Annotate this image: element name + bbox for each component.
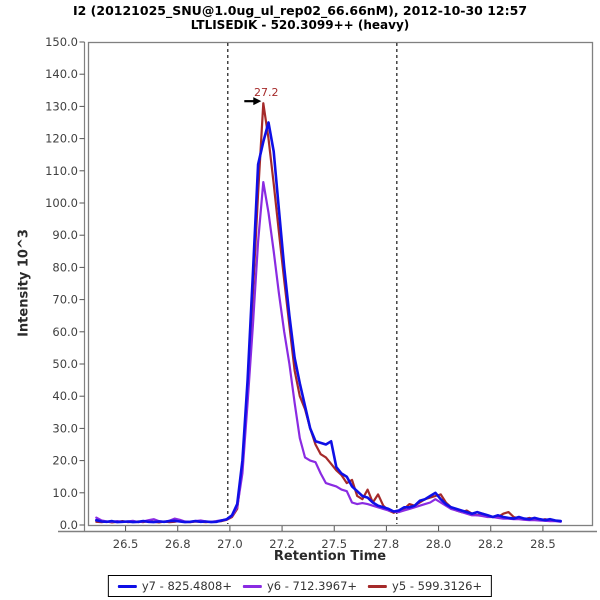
legend-box: y7 - 825.4808+ y6 - 712.3967+ y5 - 599.312… [107, 575, 493, 597]
chart-header: I2 (20121025_SNU@1.0ug_ul_rep02_66.66nM)… [0, 3, 600, 32]
plot-border [87, 41, 594, 527]
y-tick-label: 30.0 [52, 421, 78, 435]
y-tick-label: 80.0 [52, 260, 78, 274]
y-tick-label: 40.0 [52, 389, 78, 403]
x-tick-label: 27.2 [269, 537, 295, 551]
chart-title: I2 (20121025_SNU@1.0ug_ul_rep02_66.66nM)… [72, 3, 528, 18]
legend-color-swatch-y6 [242, 584, 262, 588]
y-tick-label: 130.0 [45, 99, 78, 113]
y-tick-label: 120.0 [45, 132, 78, 146]
y-tick-label: 60.0 [52, 325, 78, 339]
y-axis-title: Intensity 10^3 [16, 229, 32, 337]
x-tick-label: 26.8 [165, 537, 191, 551]
y-tick-label: 70.0 [52, 293, 78, 307]
y-tick-label: 150.0 [45, 35, 78, 49]
x-tick-label: 28.2 [478, 537, 504, 551]
legend-label-y7: y7 - 825.4808+ [141, 579, 232, 593]
x-tick-label: 27.8 [374, 537, 400, 551]
y-tick-label: 140.0 [45, 67, 78, 81]
y-tick-label: 100.0 [45, 196, 78, 210]
peak-arrow-icon [253, 97, 262, 106]
legend-label-y6: y6 - 712.3967+ [266, 579, 358, 593]
y-tick-label: 110.0 [45, 164, 78, 178]
legend-color-swatch-y7 [117, 584, 137, 588]
chart-subtitle: LTLISEDIK - 520.3099++ (heavy) [190, 18, 410, 32]
legend-label-y5: y5 - 599.3126+ [392, 579, 483, 593]
legend-entry-y7: y7 - 825.4808+ [117, 579, 232, 593]
series-line-y6 [95, 181, 562, 524]
y-tick-label: 50.0 [52, 357, 78, 371]
y-tick-label: 20.0 [52, 454, 78, 468]
y-tick-label: 90.0 [52, 228, 78, 242]
x-tick-label: 27.0 [217, 537, 243, 551]
y-tick-label: 10.0 [52, 486, 78, 500]
x-tick-label: 27.5 [321, 537, 347, 551]
y-tick-label: 0.0 [60, 518, 78, 532]
legend-color-swatch-y5 [368, 584, 388, 588]
x-tick-label: 28.5 [530, 537, 556, 551]
x-tick-label: 28.0 [426, 537, 452, 551]
x-tick-label: 26.5 [113, 537, 139, 551]
series-line-y7 [95, 121, 563, 524]
peak-rt-annotation: 27.2 [254, 86, 279, 99]
x-axis-title: Retention Time [273, 549, 387, 564]
legend-entry-y6: y6 - 712.3967+ [242, 579, 358, 593]
series-line-y5 [95, 102, 562, 524]
legend-entry-y5: y5 - 599.3126+ [368, 579, 482, 593]
